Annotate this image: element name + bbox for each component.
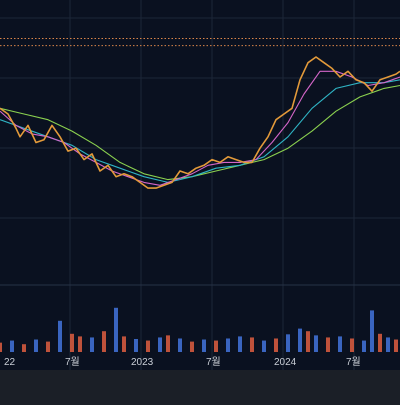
volume-bar xyxy=(34,339,38,352)
volume-bar xyxy=(90,337,94,352)
volume-bar xyxy=(338,336,342,352)
x-tick-label: 7월 xyxy=(346,356,361,368)
volume-bars xyxy=(0,307,398,352)
volume-bar xyxy=(250,337,254,352)
x-tick-label: 7월 xyxy=(65,356,80,368)
volume-bar xyxy=(22,344,26,352)
volume-bar xyxy=(386,337,390,352)
series-line-ma-mid xyxy=(0,79,400,183)
series-line-ma-long xyxy=(0,84,400,181)
x-axis-ticks: 22 7월 2023 7월 2024 7월 xyxy=(4,356,361,368)
series-line-ma-short xyxy=(0,70,400,186)
volume-bar xyxy=(226,338,230,352)
volume-bar xyxy=(214,340,218,352)
volume-bar xyxy=(262,340,266,352)
volume-bar xyxy=(46,341,50,352)
volume-bar xyxy=(350,338,354,352)
reference-lines xyxy=(0,37,400,47)
volume-bar xyxy=(134,339,138,352)
volume-bar xyxy=(362,340,366,352)
volume-bar xyxy=(286,334,290,352)
volume-bar xyxy=(102,331,106,352)
plot-background xyxy=(0,0,400,370)
price-series xyxy=(0,56,400,189)
x-tick-label: 22 xyxy=(4,357,16,368)
volume-bar xyxy=(10,340,14,352)
volume-bar xyxy=(190,341,194,352)
x-tick-label: 2024 xyxy=(274,357,297,368)
volume-bar xyxy=(306,331,310,352)
volume-bar xyxy=(70,333,74,352)
grid xyxy=(0,0,400,370)
volume-bar xyxy=(202,339,206,352)
volume-bar xyxy=(166,335,170,352)
series-line-price xyxy=(0,56,400,189)
volume-bar xyxy=(78,336,82,352)
volume-bar xyxy=(0,342,2,352)
x-tick-label: 7월 xyxy=(206,356,221,368)
volume-bar xyxy=(314,335,318,352)
volume-bar xyxy=(370,310,374,352)
volume-bar xyxy=(58,320,62,352)
volume-bar xyxy=(178,338,182,352)
volume-bar xyxy=(326,337,330,352)
x-tick-label: 2023 xyxy=(131,357,154,368)
volume-bar xyxy=(378,333,382,352)
volume-bar xyxy=(158,337,162,352)
volume-bar xyxy=(114,307,118,352)
time-axis-band xyxy=(0,370,400,400)
volume-bar xyxy=(122,336,126,352)
volume-bar xyxy=(146,340,150,352)
volume-bar xyxy=(298,328,302,352)
volume-bar xyxy=(274,338,278,352)
volume-bar xyxy=(394,339,398,352)
volume-bar xyxy=(238,336,242,352)
